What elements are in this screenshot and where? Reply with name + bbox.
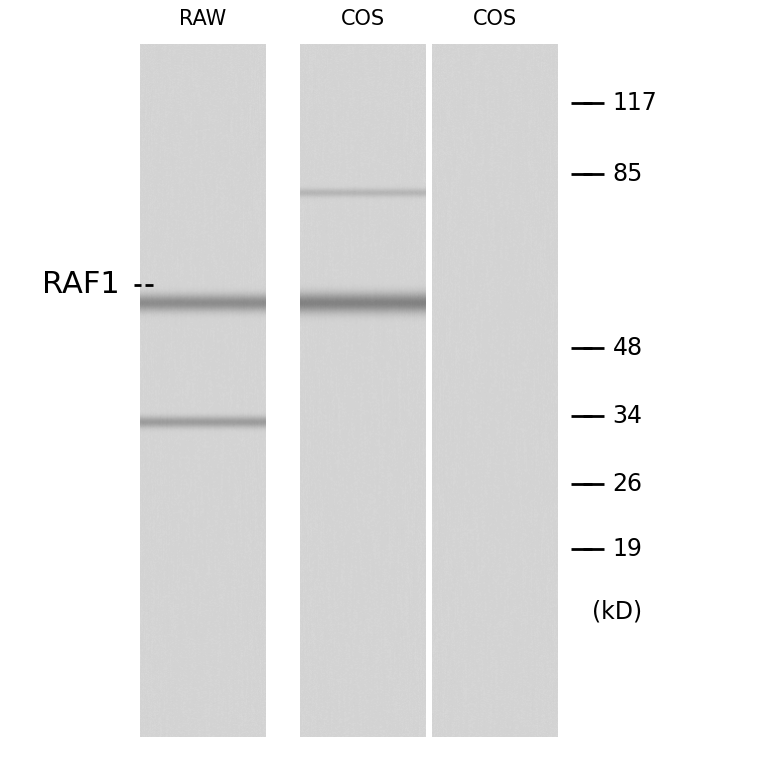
Text: (kD): (kD) [592,599,643,623]
Text: 117: 117 [613,91,658,115]
Text: 85: 85 [613,162,643,186]
Text: COS: COS [341,9,385,29]
Text: 26: 26 [613,471,643,496]
Text: 34: 34 [613,404,643,429]
Text: RAW: RAW [179,9,226,29]
Text: 19: 19 [613,536,643,561]
Text: COS: COS [473,9,517,29]
Text: RAF1: RAF1 [42,270,120,299]
Text: 48: 48 [613,335,643,360]
